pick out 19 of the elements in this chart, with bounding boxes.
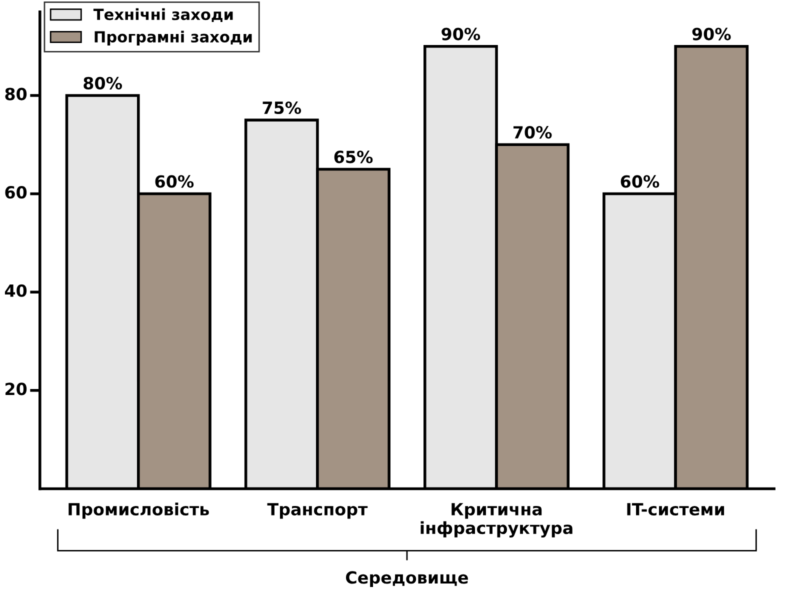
data-label: 80% [84, 76, 122, 90]
y-tick-label: 20 [6, 382, 27, 396]
legend-label: Програмні заходи [94, 30, 252, 46]
x-tick-label: Критична інфраструктура [420, 503, 572, 538]
data-label: 65% [334, 150, 373, 164]
legend-label: Технічні заходи [93, 8, 233, 22]
data-label: 90% [692, 28, 731, 40]
data-label: 90% [442, 28, 480, 40]
data-label: 70% [513, 126, 552, 139]
data-label: 60% [620, 175, 660, 188]
data-label: 60% [155, 175, 194, 188]
data-label: 75% [262, 101, 302, 114]
y-tick-label: 60 [5, 186, 27, 199]
y-tick-label: 80 [5, 88, 27, 100]
x-tick-label: Транспорт [267, 503, 368, 519]
x-tick-label: Промисловість [68, 502, 209, 519]
y-tick-label: 40 [4, 284, 27, 297]
x-tick-label: IT-системи [627, 503, 724, 516]
x-axis-title: Середовище [346, 571, 468, 587]
